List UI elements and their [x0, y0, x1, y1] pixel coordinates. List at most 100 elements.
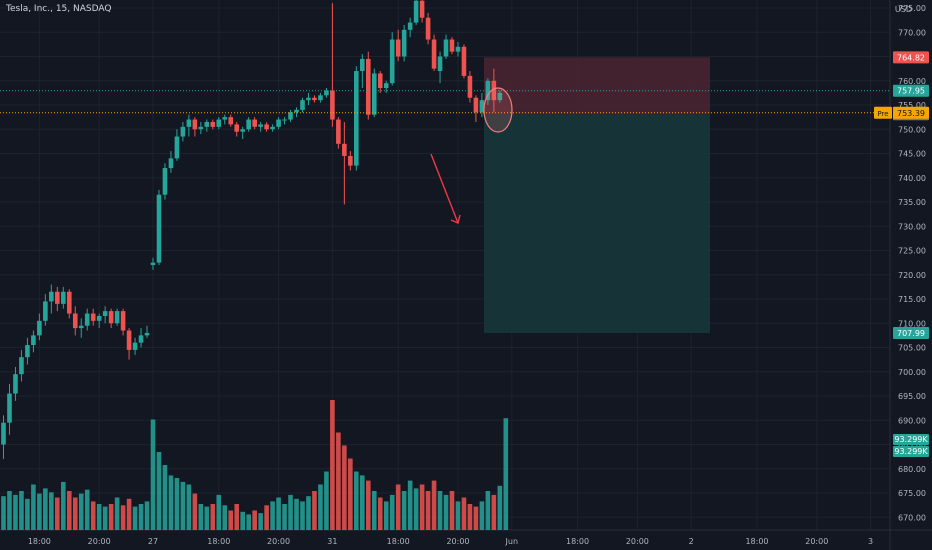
volume-bar [479, 501, 485, 530]
last-price-badge: 757.95 [897, 87, 925, 96]
volume-bar [156, 452, 162, 530]
candle-body [312, 97, 317, 101]
volume-bar [425, 491, 431, 530]
candle-body [13, 374, 18, 394]
time-axis[interactable]: 18:00 20:00 27 18:00 20:00 31 18:00 20:00 Jun 18:… [28, 537, 873, 546]
volume-bar [132, 506, 138, 530]
stop-price-badge-bg [893, 51, 929, 64]
pre-price-badge: 753.39 [897, 109, 925, 118]
candle-body [162, 168, 168, 195]
price-tick-label: 750.00 [898, 125, 926, 134]
target-price-badge: 707.99 [897, 329, 925, 338]
time-tick-label: 2 [689, 537, 694, 546]
volume-bar [455, 501, 461, 530]
candle-body [198, 126, 204, 130]
candle-body [395, 39, 401, 57]
pre-tag-label: Pre [877, 110, 888, 118]
candle-body [330, 90, 335, 120]
volume-bar [13, 494, 18, 530]
candle-body [84, 313, 90, 326]
volume-bar [150, 419, 156, 530]
candle-body [342, 143, 347, 156]
volume-bar [198, 504, 204, 530]
volume-bar [162, 465, 168, 530]
price-tick-label: 720.00 [898, 271, 926, 280]
volume-bar [138, 504, 144, 530]
candle-body [156, 194, 162, 263]
candle-body [467, 75, 473, 98]
candle-body [252, 119, 257, 127]
candle-body [19, 357, 24, 375]
volume-bar [204, 506, 210, 530]
time-tick-label: Jun [505, 537, 519, 546]
price-tick-label: 745.00 [898, 150, 926, 159]
candle-body [264, 124, 269, 130]
candle-body [455, 46, 461, 52]
volume-bar [90, 501, 96, 530]
volume-bar [449, 491, 455, 530]
candle-body [102, 311, 108, 316]
price-axis[interactable]: 670.00675.00680.00685.00690.00695.00700.… [898, 4, 926, 522]
stop-loss-zone[interactable] [484, 57, 710, 115]
volume-bar [395, 484, 401, 530]
volume-bar [43, 488, 48, 530]
volume-bars [1, 400, 509, 530]
candle-body [240, 129, 245, 132]
candle-body [49, 291, 54, 302]
volume-bar [108, 504, 114, 530]
volume-bar [342, 445, 347, 530]
volume-bar [102, 506, 108, 530]
price-tick-label: 735.00 [898, 198, 926, 207]
volume-bar [126, 498, 132, 530]
volume-bar [78, 493, 84, 530]
price-tick-label: 715.00 [898, 295, 926, 304]
price-tick-label: 755.00 [898, 101, 926, 110]
position-zones[interactable] [484, 57, 710, 333]
ellipse-drawing[interactable] [483, 87, 513, 133]
volume-bar [383, 501, 389, 530]
volume-bar [228, 510, 234, 530]
candle-body [55, 291, 60, 304]
candle-body [25, 345, 30, 358]
candle-body [461, 46, 467, 76]
candle-body [348, 155, 353, 166]
volume-bar [437, 491, 443, 530]
take-profit-zone[interactable] [484, 114, 710, 333]
volume-bar [120, 505, 126, 530]
candle-body [365, 58, 371, 115]
time-tick-label: 18:00 [28, 537, 51, 546]
candle-body [246, 119, 251, 130]
candle-body [120, 311, 126, 331]
volume-bar [389, 494, 395, 530]
candle-body [360, 58, 365, 72]
volume-bar [294, 498, 299, 530]
candle-body [324, 90, 329, 96]
candle-body [300, 100, 305, 110]
down-arrow-drawing[interactable] [430, 153, 459, 224]
arrow-head [450, 214, 461, 224]
drawing-overlays[interactable] [0, 87, 890, 224]
price-tick-label: 760.00 [898, 77, 926, 86]
time-tick-label: 18:00 [745, 537, 768, 546]
volume-bar [7, 491, 12, 530]
candle-body [383, 83, 389, 89]
candle-body [473, 97, 479, 113]
volume-bar [186, 484, 192, 530]
volume-badge-a-bg [893, 434, 929, 445]
volume-bar [216, 494, 222, 530]
price-tick-label: 680.00 [898, 465, 926, 474]
volume-bar [258, 513, 263, 530]
candle-body [449, 39, 455, 52]
candle-body [192, 119, 198, 130]
candle-body [443, 39, 449, 57]
time-tick-label: 18:00 [566, 537, 589, 546]
volume-bar [407, 480, 413, 530]
volume-bar [276, 497, 281, 530]
candle-body [485, 80, 491, 101]
time-tick-label: 18:00 [387, 537, 410, 546]
volume-bar [306, 496, 311, 530]
volume-bar [210, 504, 216, 530]
candle-body [96, 315, 102, 321]
